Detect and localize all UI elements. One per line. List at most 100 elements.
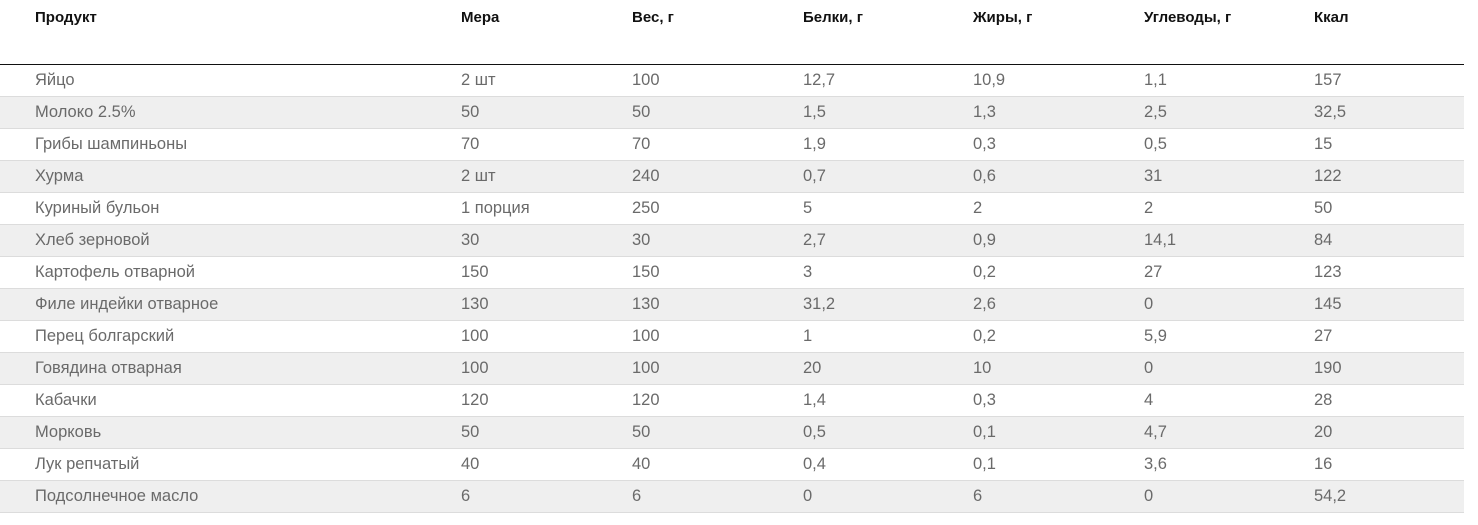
cell-protein: 1,5 xyxy=(803,96,973,129)
cell-protein: 2,7 xyxy=(803,224,973,257)
cell-measure: 6 xyxy=(461,480,632,513)
column-header-carbs: Углеводы, г xyxy=(1144,0,1314,65)
cell-protein: 1,9 xyxy=(803,128,973,161)
cell-carbs: 4,7 xyxy=(1144,416,1314,449)
cell-protein: 0,4 xyxy=(803,448,973,481)
cell-carbs: 0,5 xyxy=(1144,128,1314,161)
cell-weight: 50 xyxy=(632,416,803,449)
cell-measure: 100 xyxy=(461,320,632,353)
nutrition-table: Продукт Мера Вес, г Белки, г Жиры, г Углеводы… xyxy=(0,0,1464,513)
cell-fat: 6 xyxy=(973,480,1144,513)
cell-weight: 100 xyxy=(632,352,803,385)
cell-product: Говядина отварная xyxy=(0,352,461,385)
column-header-fat: Жиры, г xyxy=(973,0,1144,65)
cell-fat: 0,9 xyxy=(973,224,1144,257)
column-header-measure: Мера xyxy=(461,0,632,65)
cell-product: Грибы шампиньоны xyxy=(0,128,461,161)
column-header-protein: Белки, г xyxy=(803,0,973,65)
cell-fat: 0,3 xyxy=(973,384,1144,417)
table-row: Говядина отварная 100 100 20 10 0 190 xyxy=(0,352,1464,385)
table-row: Хлеб зерновой 30 30 2,7 0,9 14,1 84 xyxy=(0,224,1464,257)
cell-measure: 120 xyxy=(461,384,632,417)
cell-carbs: 0 xyxy=(1144,288,1314,321)
table-row: Морковь 50 50 0,5 0,1 4,7 20 xyxy=(0,416,1464,449)
cell-carbs: 1,1 xyxy=(1144,64,1314,97)
table-row: Яйцо 2 шт 100 12,7 10,9 1,1 157 xyxy=(0,64,1464,97)
cell-fat: 2 xyxy=(973,192,1144,225)
cell-measure: 30 xyxy=(461,224,632,257)
cell-kcal: 157 xyxy=(1314,64,1464,97)
table-row: Куриный бульон 1 порция 250 5 2 2 50 xyxy=(0,192,1464,225)
column-header-weight: Вес, г xyxy=(632,0,803,65)
cell-product: Лук репчатый xyxy=(0,448,461,481)
cell-protein: 1 xyxy=(803,320,973,353)
cell-weight: 120 xyxy=(632,384,803,417)
cell-protein: 3 xyxy=(803,256,973,289)
cell-product: Куриный бульон xyxy=(0,192,461,225)
cell-measure: 1 порция xyxy=(461,192,632,225)
table-row: Молоко 2.5% 50 50 1,5 1,3 2,5 32,5 xyxy=(0,96,1464,129)
cell-kcal: 27 xyxy=(1314,320,1464,353)
cell-protein: 0 xyxy=(803,480,973,513)
cell-carbs: 2 xyxy=(1144,192,1314,225)
cell-kcal: 32,5 xyxy=(1314,96,1464,129)
cell-kcal: 54,2 xyxy=(1314,480,1464,513)
cell-measure: 100 xyxy=(461,352,632,385)
cell-carbs: 14,1 xyxy=(1144,224,1314,257)
cell-kcal: 20 xyxy=(1314,416,1464,449)
cell-protein: 1,4 xyxy=(803,384,973,417)
cell-product: Перец болгарский xyxy=(0,320,461,353)
table-row: Лук репчатый 40 40 0,4 0,1 3,6 16 xyxy=(0,448,1464,481)
cell-measure: 40 xyxy=(461,448,632,481)
cell-weight: 50 xyxy=(632,96,803,129)
cell-carbs: 0 xyxy=(1144,352,1314,385)
cell-weight: 100 xyxy=(632,320,803,353)
cell-kcal: 145 xyxy=(1314,288,1464,321)
cell-fat: 10 xyxy=(973,352,1144,385)
cell-kcal: 190 xyxy=(1314,352,1464,385)
cell-protein: 12,7 xyxy=(803,64,973,97)
cell-carbs: 27 xyxy=(1144,256,1314,289)
cell-carbs: 5,9 xyxy=(1144,320,1314,353)
cell-weight: 40 xyxy=(632,448,803,481)
cell-measure: 70 xyxy=(461,128,632,161)
cell-fat: 0,2 xyxy=(973,256,1144,289)
cell-measure: 2 шт xyxy=(461,160,632,193)
column-header-kcal: Ккал xyxy=(1314,0,1464,65)
cell-carbs: 3,6 xyxy=(1144,448,1314,481)
cell-carbs: 0 xyxy=(1144,480,1314,513)
cell-fat: 2,6 xyxy=(973,288,1144,321)
cell-carbs: 31 xyxy=(1144,160,1314,193)
table-row: Грибы шампиньоны 70 70 1,9 0,3 0,5 15 xyxy=(0,128,1464,161)
cell-measure: 50 xyxy=(461,96,632,129)
cell-kcal: 16 xyxy=(1314,448,1464,481)
cell-fat: 0,2 xyxy=(973,320,1144,353)
table-row: Филе индейки отварное 130 130 31,2 2,6 0 145 xyxy=(0,288,1464,321)
table-row: Картофель отварной 150 150 3 0,2 27 123 xyxy=(0,256,1464,289)
cell-fat: 0,1 xyxy=(973,416,1144,449)
cell-product: Филе индейки отварное xyxy=(0,288,461,321)
table-row: Перец болгарский 100 100 1 0,2 5,9 27 xyxy=(0,320,1464,353)
cell-fat: 0,6 xyxy=(973,160,1144,193)
cell-kcal: 122 xyxy=(1314,160,1464,193)
cell-weight: 250 xyxy=(632,192,803,225)
cell-product: Яйцо xyxy=(0,64,461,97)
cell-fat: 0,3 xyxy=(973,128,1144,161)
cell-weight: 150 xyxy=(632,256,803,289)
cell-protein: 0,5 xyxy=(803,416,973,449)
cell-weight: 70 xyxy=(632,128,803,161)
table-row: Кабачки 120 120 1,4 0,3 4 28 xyxy=(0,384,1464,417)
cell-fat: 0,1 xyxy=(973,448,1144,481)
table-row: Хурма 2 шт 240 0,7 0,6 31 122 xyxy=(0,160,1464,193)
table-header-row: Продукт Мера Вес, г Белки, г Жиры, г Углеводы… xyxy=(0,0,1464,65)
cell-protein: 20 xyxy=(803,352,973,385)
cell-product: Подсолнечное масло xyxy=(0,480,461,513)
cell-weight: 100 xyxy=(632,64,803,97)
cell-measure: 150 xyxy=(461,256,632,289)
cell-carbs: 4 xyxy=(1144,384,1314,417)
cell-product: Картофель отварной xyxy=(0,256,461,289)
cell-weight: 240 xyxy=(632,160,803,193)
cell-kcal: 50 xyxy=(1314,192,1464,225)
cell-kcal: 15 xyxy=(1314,128,1464,161)
cell-protein: 31,2 xyxy=(803,288,973,321)
